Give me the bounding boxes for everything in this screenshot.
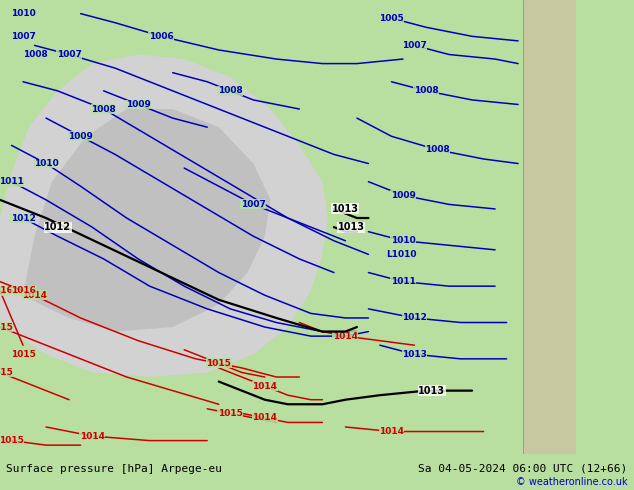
Text: 1014: 1014 bbox=[22, 291, 47, 300]
Text: 1006: 1006 bbox=[149, 32, 174, 41]
Text: 1012: 1012 bbox=[402, 314, 427, 322]
Text: 1013: 1013 bbox=[332, 204, 359, 214]
Text: 1014: 1014 bbox=[252, 382, 277, 391]
Text: 1008: 1008 bbox=[425, 146, 450, 154]
Text: 1005: 1005 bbox=[379, 14, 404, 23]
Text: 1010: 1010 bbox=[11, 9, 36, 18]
Text: L1010: L1010 bbox=[385, 250, 416, 259]
Polygon shape bbox=[0, 54, 328, 377]
Text: Sa 04-05-2024 06:00 UTC (12+66): Sa 04-05-2024 06:00 UTC (12+66) bbox=[418, 464, 628, 473]
Text: 1007: 1007 bbox=[402, 41, 427, 50]
Text: 1014: 1014 bbox=[252, 414, 277, 422]
Text: 1009: 1009 bbox=[68, 132, 93, 141]
Text: 1014: 1014 bbox=[80, 432, 105, 441]
Text: 1008: 1008 bbox=[91, 104, 116, 114]
Text: 1009: 1009 bbox=[126, 100, 151, 109]
Text: 1011: 1011 bbox=[0, 177, 24, 186]
Text: 1015: 1015 bbox=[0, 368, 13, 377]
Text: 1015: 1015 bbox=[11, 350, 36, 359]
Bar bbox=[522, 0, 633, 454]
Text: 1014: 1014 bbox=[333, 332, 358, 341]
Text: 1008: 1008 bbox=[413, 86, 438, 96]
Text: 1008: 1008 bbox=[218, 86, 243, 96]
Text: 1016: 1016 bbox=[11, 286, 36, 295]
Text: 1011: 1011 bbox=[391, 277, 415, 286]
Text: 1012: 1012 bbox=[11, 214, 36, 222]
Text: 1015: 1015 bbox=[206, 359, 231, 368]
Text: 1013: 1013 bbox=[418, 386, 445, 395]
Text: 1012: 1012 bbox=[44, 222, 71, 232]
Text: © weatheronline.co.uk: © weatheronline.co.uk bbox=[516, 477, 628, 487]
Text: 1015: 1015 bbox=[0, 322, 13, 332]
Text: 1007: 1007 bbox=[241, 200, 266, 209]
Text: 1008: 1008 bbox=[23, 50, 48, 59]
Text: 1016: 1016 bbox=[0, 286, 13, 295]
Text: 1007: 1007 bbox=[56, 50, 82, 59]
Text: 1009: 1009 bbox=[391, 191, 415, 200]
Text: 1013: 1013 bbox=[338, 222, 365, 232]
Text: 1015: 1015 bbox=[218, 409, 243, 418]
Text: 1015: 1015 bbox=[0, 436, 24, 445]
Text: 1010: 1010 bbox=[391, 236, 415, 245]
Text: 1014: 1014 bbox=[379, 427, 404, 436]
Text: 1010: 1010 bbox=[34, 159, 58, 168]
Text: 1013: 1013 bbox=[402, 350, 427, 359]
Text: 1007: 1007 bbox=[11, 32, 36, 41]
Polygon shape bbox=[23, 109, 271, 332]
Text: Surface pressure [hPa] Arpege-eu: Surface pressure [hPa] Arpege-eu bbox=[6, 464, 223, 473]
